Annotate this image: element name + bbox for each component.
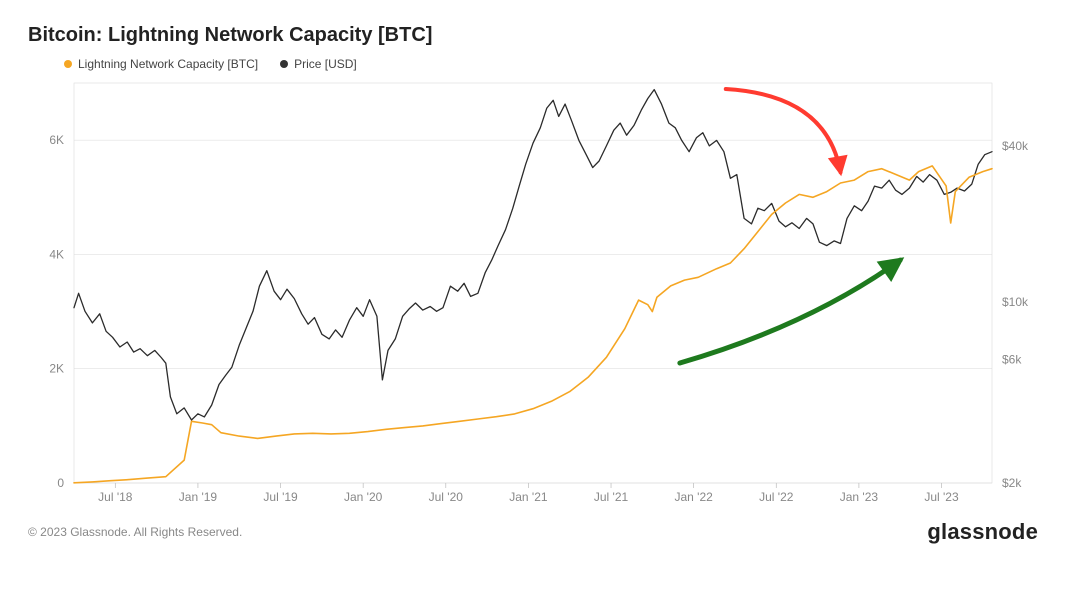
svg-text:Jul '21: Jul '21 bbox=[594, 490, 629, 504]
brand-logo: glassnode bbox=[927, 519, 1038, 545]
svg-text:$40k: $40k bbox=[1002, 139, 1029, 153]
chart-area: 0 2K 4K 6K $2k $6k $10k $40k Jul '18 Jan '19 Jul '… bbox=[28, 73, 1038, 513]
svg-text:Jul '19: Jul '19 bbox=[263, 490, 298, 504]
svg-text:Jul '18: Jul '18 bbox=[98, 490, 133, 504]
svg-text:Jan '20: Jan '20 bbox=[344, 490, 383, 504]
svg-text:4K: 4K bbox=[49, 247, 64, 261]
legend-dot-price bbox=[280, 60, 288, 68]
svg-text:0: 0 bbox=[57, 476, 64, 490]
svg-text:Jan '19: Jan '19 bbox=[179, 490, 218, 504]
chart-title: Bitcoin: Lightning Network Capacity [BTC… bbox=[28, 24, 1038, 47]
svg-text:Jul '23: Jul '23 bbox=[924, 490, 959, 504]
chart-svg: 0 2K 4K 6K $2k $6k $10k $40k Jul '18 Jan '19 Jul '… bbox=[28, 73, 1038, 513]
svg-text:$6k: $6k bbox=[1002, 352, 1022, 366]
legend-item-capacity: Lightning Network Capacity [BTC] bbox=[64, 57, 258, 71]
svg-text:Jan '23: Jan '23 bbox=[840, 490, 879, 504]
copyright: © 2023 Glassnode. All Rights Reserved. bbox=[28, 525, 242, 539]
svg-text:Jul '20: Jul '20 bbox=[429, 490, 464, 504]
svg-text:$2k: $2k bbox=[1002, 476, 1022, 490]
legend-label-price: Price [USD] bbox=[294, 57, 357, 71]
svg-text:Jan '21: Jan '21 bbox=[509, 490, 548, 504]
svg-text:2K: 2K bbox=[49, 362, 64, 376]
svg-text:Jul '22: Jul '22 bbox=[759, 490, 794, 504]
svg-text:6K: 6K bbox=[49, 133, 64, 147]
legend-label-capacity: Lightning Network Capacity [BTC] bbox=[78, 57, 258, 71]
legend-dot-capacity bbox=[64, 60, 72, 68]
legend: Lightning Network Capacity [BTC] Price [… bbox=[64, 57, 1038, 71]
legend-item-price: Price [USD] bbox=[280, 57, 357, 71]
svg-text:$10k: $10k bbox=[1002, 295, 1029, 309]
svg-text:Jan '22: Jan '22 bbox=[674, 490, 713, 504]
